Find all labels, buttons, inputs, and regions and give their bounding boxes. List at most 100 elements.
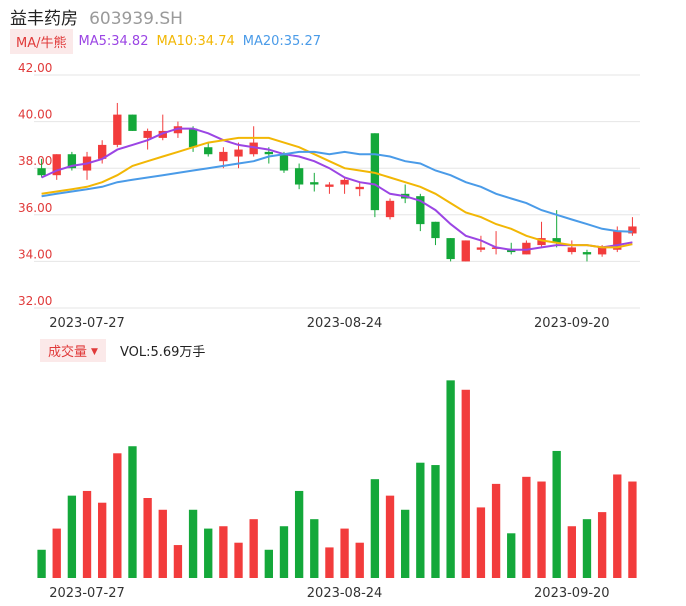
volume-bar — [310, 519, 319, 578]
x-tick-label: 2023-07-27 — [49, 316, 125, 331]
candle-body — [613, 231, 622, 250]
candle-body — [325, 184, 334, 187]
candle-body — [537, 238, 546, 246]
volume-bar — [507, 533, 516, 578]
volume-bar — [597, 512, 607, 578]
candle-body — [370, 133, 380, 211]
volume-bar — [67, 495, 77, 578]
volume-bar — [355, 542, 364, 578]
stock-name: 益丰药房 — [10, 9, 78, 29]
candle-body — [52, 154, 61, 176]
candle-body — [143, 130, 152, 138]
volume-bar — [582, 519, 592, 578]
volume-bar — [370, 479, 380, 578]
y-tick-label: 34.00 — [18, 247, 52, 261]
candle-body — [416, 196, 425, 225]
candle-body — [507, 249, 516, 253]
ma-legend: MA/牛熊 MA5:34.82 MA10:34.74 MA20:35.27 — [10, 28, 329, 54]
candle-body — [234, 149, 243, 157]
volume-bar — [52, 528, 61, 578]
volume-bar — [552, 450, 561, 578]
y-tick-label: 32.00 — [18, 294, 52, 308]
candle-body — [446, 238, 455, 260]
ma10-value: MA10:34.74 — [156, 33, 235, 49]
volume-bar — [294, 490, 304, 578]
ma5-line — [41, 127, 633, 251]
volume-bar — [128, 446, 137, 578]
y-tick-label: 40.00 — [18, 108, 52, 122]
volume-bar — [628, 481, 637, 578]
volume-bar — [158, 509, 167, 578]
ma5-value: MA5:34.82 — [78, 33, 149, 49]
volume-bar — [613, 474, 622, 578]
volume-bar — [476, 507, 486, 578]
candle-body — [264, 151, 273, 155]
volume-bar — [249, 519, 258, 578]
volume-bar — [461, 389, 470, 578]
volume-indicator-toggle[interactable]: 成交量 ▼ — [40, 338, 106, 362]
volume-bar — [234, 542, 243, 578]
candle-body — [37, 168, 46, 176]
volume-bar — [37, 549, 46, 578]
candle-body — [67, 154, 77, 169]
volume-bar — [522, 476, 531, 578]
volume-bar — [416, 462, 425, 578]
volume-bar — [567, 526, 576, 578]
volume-bar — [113, 453, 122, 578]
volume-bar — [82, 490, 92, 578]
volume-bar — [188, 509, 198, 578]
candle-body — [128, 114, 137, 131]
ma10-line — [41, 136, 633, 249]
candle-body — [249, 142, 258, 155]
candle-body — [476, 247, 486, 250]
candle-body — [628, 226, 637, 234]
stock-code: 603939.SH — [89, 9, 183, 29]
volume-x-tick-label: 2023-07-27 — [49, 586, 125, 601]
volume-bar — [143, 498, 152, 578]
volume-x-tick-label: 2023-09-20 — [534, 586, 610, 601]
candle-body — [158, 130, 167, 138]
volume-bar — [340, 528, 349, 578]
y-tick-label: 38.00 — [18, 154, 52, 168]
candle-body — [113, 114, 122, 145]
candle-body — [98, 144, 107, 159]
x-tick-label: 2023-09-20 — [534, 316, 610, 331]
candle-body — [385, 200, 395, 218]
volume-bar — [325, 547, 334, 578]
volume-bar — [279, 526, 289, 578]
volume-bar — [431, 465, 440, 578]
ma-indicator-toggle[interactable]: MA/牛熊 — [10, 28, 73, 54]
volume-bar — [264, 549, 273, 578]
candle-body — [522, 242, 531, 255]
candle-body — [597, 247, 607, 255]
candle-body — [310, 182, 319, 185]
volume-bar — [219, 526, 228, 578]
volume-bar — [401, 509, 410, 578]
candle-body — [567, 247, 576, 253]
volume-legend: 成交量 ▼ VOL:5.69万手 — [40, 338, 206, 362]
volume-value: VOL:5.69万手 — [119, 344, 206, 360]
ma20-value: MA20:35.27 — [242, 33, 321, 49]
stock-header: 益丰药房 603939.SH — [10, 4, 183, 29]
volume-bar — [385, 495, 395, 578]
ma20-line — [41, 150, 633, 233]
candle-body — [279, 154, 289, 171]
y-tick-label: 42.00 — [18, 61, 52, 75]
volume-toggle-label: 成交量 — [48, 344, 88, 360]
candle-body — [582, 252, 592, 255]
candle-body — [431, 221, 440, 239]
volume-bar — [204, 528, 213, 578]
candle-body — [173, 126, 183, 134]
candle-body — [204, 147, 213, 155]
candle-body — [294, 168, 304, 185]
candle-body — [340, 179, 349, 185]
candle-body — [552, 238, 561, 243]
candle-body — [355, 186, 364, 190]
caret-down-icon: ▼ — [91, 346, 98, 357]
volume-bar — [446, 380, 455, 578]
volume-bar — [173, 545, 183, 578]
y-tick-label: 36.00 — [18, 201, 52, 215]
candle-body — [188, 128, 198, 148]
candle-body — [461, 240, 470, 262]
